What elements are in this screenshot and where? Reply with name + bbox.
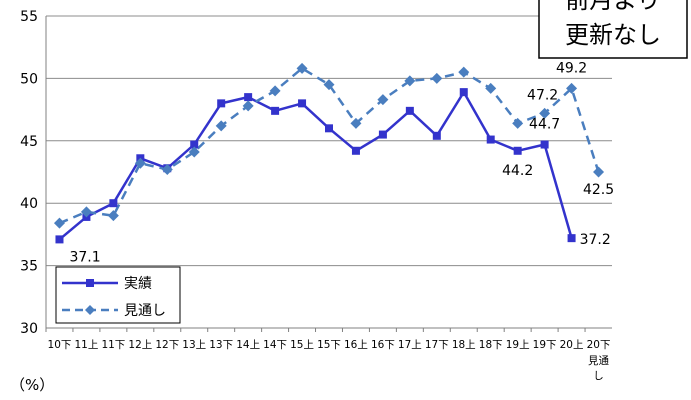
data-point (566, 82, 578, 94)
data-point (134, 157, 146, 169)
x-tick-label: 16上 (344, 339, 368, 351)
x-tick-label: 20上 (560, 339, 584, 351)
x-tick-label: 17上 (398, 339, 422, 351)
data-point (109, 199, 118, 208)
x-tick-label: 14下 (263, 339, 287, 351)
data-label: 44.7 (529, 117, 560, 133)
x-tick-sublabel: し (593, 370, 604, 382)
data-point (325, 124, 333, 133)
data-point (190, 140, 199, 149)
data-point (323, 79, 335, 91)
x-tick-label: 17下 (425, 339, 449, 351)
data-label: 42.5 (583, 182, 614, 198)
data-label: 37.1 (69, 249, 100, 265)
legend-marker-actual (86, 279, 94, 287)
x-tick-label: 19下 (533, 339, 557, 351)
data-point (458, 66, 470, 78)
x-tick-label: 13上 (182, 339, 206, 351)
x-tick-label: 13下 (209, 339, 233, 351)
data-point (405, 106, 414, 115)
legend-label-actual: 実績 (124, 276, 152, 292)
data-point (107, 210, 119, 222)
callout-line-1: 前月より (565, 0, 661, 14)
x-tick-label: 16下 (371, 339, 395, 351)
data-point (377, 94, 389, 106)
data-point (80, 206, 92, 218)
x-tick-label: 15下 (317, 339, 341, 351)
x-tick-labels: 10下 11上 11下 12上 12下 13上 13下 14上 14下 15上 15下 16上 16下 1… (45, 328, 611, 382)
data-point (540, 140, 549, 149)
series-line-1 (59, 67, 600, 225)
y-tick-label: 55 (20, 9, 38, 25)
data-point (269, 85, 281, 97)
data-point (217, 99, 226, 108)
data-label: 44.2 (502, 163, 533, 179)
legend-box (55, 266, 181, 324)
data-label: 37.2 (580, 232, 611, 248)
y-tick-label: 45 (20, 134, 38, 150)
series-layer (53, 62, 605, 244)
legend-label-forecast: 見通し (124, 303, 166, 319)
data-point (512, 117, 524, 129)
legend-marker-forecast (85, 305, 95, 315)
x-tick-label: 20下 (587, 339, 611, 351)
x-tick-label: 18上 (452, 339, 476, 351)
data-point (432, 131, 441, 140)
data-point (350, 117, 362, 129)
data-point (53, 217, 65, 229)
data-point (513, 146, 522, 155)
x-tick-label: 10下 (48, 339, 72, 351)
y-tick-label: 40 (20, 196, 38, 212)
data-point (567, 234, 576, 243)
data-point (378, 130, 387, 139)
data-point (215, 120, 227, 132)
data-point (593, 166, 605, 178)
data-point (242, 100, 254, 112)
data-label: 49.2 (556, 60, 587, 76)
series-line-0 (58, 90, 573, 241)
data-point (55, 235, 64, 244)
x-tick-label: 18下 (479, 339, 503, 351)
unit-label: （%） (10, 376, 54, 394)
data-label: 47.2 (527, 87, 558, 103)
data-point (485, 82, 497, 94)
data-point (486, 135, 495, 144)
x-tick-label: 14上 (236, 339, 260, 351)
x-tick-label: 15上 (290, 339, 314, 351)
x-tick-label: 12上 (128, 339, 152, 351)
data-point (298, 99, 307, 108)
data-point (351, 146, 360, 155)
x-tick-sublabel: 見通 (588, 355, 609, 367)
data-point (296, 62, 308, 74)
data-point (539, 107, 551, 119)
data-point (431, 72, 443, 84)
legend: 実績 見通し (55, 266, 181, 324)
callout: 前月より 更新なし (538, 0, 688, 59)
data-labels: 37.1 44.2 44.7 37.2 47.2 49.2 42.5 (69, 60, 614, 265)
data-point (188, 146, 200, 158)
data-point (271, 106, 280, 115)
x-tick-label: 12下 (155, 339, 179, 351)
y-tick-label: 30 (20, 321, 38, 337)
y-tick-labels: 30 35 40 45 50 55 (20, 9, 38, 337)
x-tick-label: 19上 (506, 339, 530, 351)
data-point (244, 93, 253, 102)
x-tick-label: 11上 (74, 339, 98, 351)
x-tick-label: 11下 (101, 339, 125, 351)
y-tick-label: 50 (20, 71, 38, 87)
callout-box (538, 0, 688, 59)
gridlines (46, 15, 612, 267)
callout-line-2: 更新なし (565, 21, 661, 49)
data-point (459, 88, 468, 97)
y-tick-label: 35 (20, 259, 38, 275)
data-point (161, 164, 173, 176)
data-point (404, 75, 416, 87)
